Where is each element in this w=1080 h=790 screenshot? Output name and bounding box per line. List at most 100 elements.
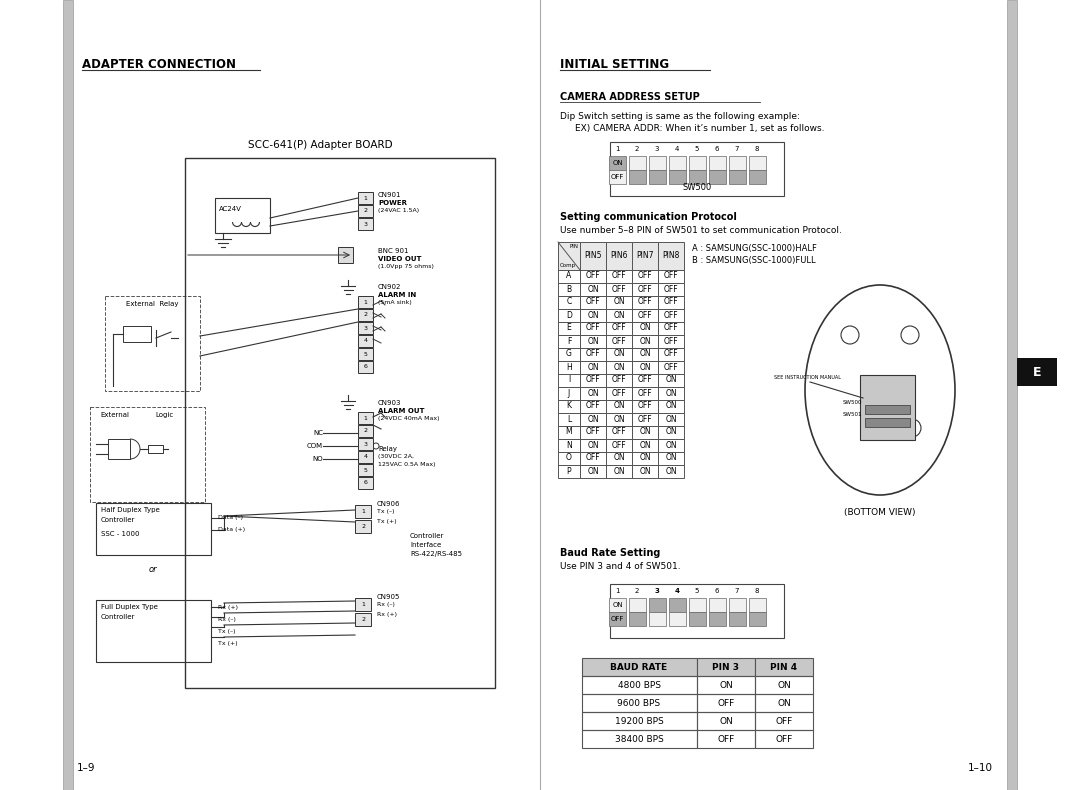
Bar	[632, 242, 658, 270]
Text: 9600 BPS: 9600 BPS	[618, 698, 661, 708]
Text: ON: ON	[639, 349, 651, 359]
Text: ON: ON	[639, 363, 651, 371]
Bar	[580, 400, 606, 413]
Bar	[606, 400, 632, 413]
Bar	[606, 439, 632, 452]
Bar	[708, 612, 726, 626]
Text: OFF: OFF	[717, 735, 734, 743]
Text: 5: 5	[364, 352, 367, 356]
Text: ON: ON	[588, 467, 598, 476]
Bar	[708, 170, 726, 184]
Bar	[580, 439, 606, 452]
Text: PIN: PIN	[569, 244, 578, 249]
Text: 6: 6	[715, 588, 719, 594]
Text: Tx (+): Tx (+)	[377, 519, 396, 524]
Text: Dip Switch setting is same as the following example:: Dip Switch setting is same as the follow…	[561, 112, 800, 121]
Bar	[355, 598, 372, 611]
Bar	[606, 283, 632, 296]
Bar	[606, 270, 632, 283]
Bar	[629, 170, 646, 184]
Bar	[729, 598, 746, 612]
Text: Controller: Controller	[102, 517, 135, 523]
Text: (24VDC 40mA Max): (24VDC 40mA Max)	[378, 416, 440, 421]
Text: OFF: OFF	[611, 323, 626, 333]
Bar	[658, 439, 684, 452]
Text: 3: 3	[364, 442, 367, 446]
Text: 4: 4	[364, 338, 367, 344]
Bar	[689, 598, 706, 612]
Text: ON: ON	[613, 349, 625, 359]
Bar	[580, 426, 606, 439]
Text: NC: NC	[313, 430, 323, 436]
Text: POWER: POWER	[378, 200, 407, 206]
Text: OFF: OFF	[611, 441, 626, 450]
Bar	[357, 218, 373, 230]
Bar	[632, 296, 658, 309]
Bar	[580, 361, 606, 374]
Text: OFF: OFF	[585, 349, 600, 359]
Text: OFF: OFF	[637, 284, 652, 294]
Text: BNC 901: BNC 901	[378, 248, 408, 254]
Bar	[215, 198, 270, 233]
Text: PIN 3: PIN 3	[713, 663, 740, 672]
Text: External: External	[100, 412, 129, 418]
Text: or: or	[149, 565, 158, 574]
Bar	[580, 348, 606, 361]
Text: ON: ON	[639, 427, 651, 437]
Bar	[558, 465, 580, 478]
Text: ON: ON	[613, 363, 625, 371]
Bar	[580, 413, 606, 426]
Text: ON: ON	[719, 680, 733, 690]
Text: 8: 8	[755, 588, 759, 594]
Text: ON: ON	[665, 375, 677, 385]
Bar	[96, 503, 211, 555]
Text: Controller: Controller	[410, 533, 444, 539]
Text: ON: ON	[588, 284, 598, 294]
Text: CN903: CN903	[378, 400, 402, 406]
Text: 2: 2	[361, 617, 365, 622]
Text: ALARM IN: ALARM IN	[378, 292, 416, 298]
Bar	[632, 439, 658, 452]
Bar	[558, 309, 580, 322]
Text: 4: 4	[675, 588, 679, 594]
Bar	[658, 426, 684, 439]
Text: PIN8: PIN8	[662, 251, 679, 261]
Text: ON: ON	[613, 453, 625, 462]
Bar	[580, 322, 606, 335]
Bar	[355, 505, 372, 518]
Bar	[606, 387, 632, 400]
Bar	[580, 374, 606, 387]
Bar	[105, 296, 200, 391]
Bar	[580, 283, 606, 296]
Bar	[697, 712, 755, 730]
Text: 1: 1	[364, 195, 367, 201]
Bar	[582, 712, 697, 730]
Text: OFF: OFF	[637, 310, 652, 319]
Bar	[606, 309, 632, 322]
Bar	[148, 445, 163, 453]
Text: ON: ON	[639, 467, 651, 476]
Bar	[606, 322, 632, 335]
Text: L: L	[567, 415, 571, 423]
Text: SCC-641(P) Adapter BOARD: SCC-641(P) Adapter BOARD	[247, 140, 392, 150]
Text: AC24V: AC24V	[219, 206, 242, 212]
Bar	[649, 598, 666, 612]
Text: OFF: OFF	[611, 272, 626, 280]
Text: 6: 6	[364, 480, 367, 486]
Text: 3: 3	[654, 146, 659, 152]
Bar	[558, 452, 580, 465]
Bar	[629, 612, 646, 626]
Bar	[658, 296, 684, 309]
Text: OFF: OFF	[585, 453, 600, 462]
Bar	[632, 348, 658, 361]
Text: CN901: CN901	[378, 192, 402, 198]
Bar	[357, 477, 373, 489]
Text: OFF: OFF	[611, 616, 624, 622]
Bar	[669, 612, 686, 626]
Bar	[755, 694, 813, 712]
Text: ON: ON	[665, 427, 677, 437]
Text: PIN6: PIN6	[610, 251, 627, 261]
Text: ON: ON	[588, 389, 598, 397]
Text: RS-422/RS-485: RS-422/RS-485	[410, 551, 462, 557]
Text: B: B	[566, 284, 571, 294]
